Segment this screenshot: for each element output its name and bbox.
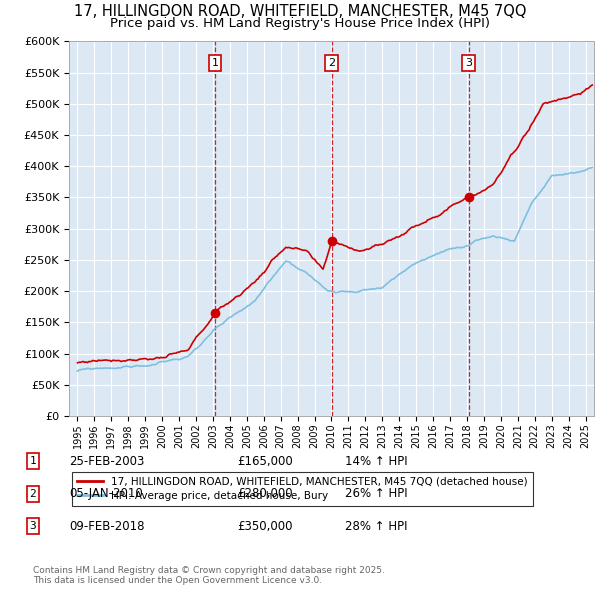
Text: 1: 1 — [29, 457, 37, 466]
Text: 09-FEB-2018: 09-FEB-2018 — [69, 520, 145, 533]
Text: 1: 1 — [211, 58, 218, 68]
Text: Price paid vs. HM Land Registry's House Price Index (HPI): Price paid vs. HM Land Registry's House … — [110, 17, 490, 30]
Text: 3: 3 — [465, 58, 472, 68]
Text: Contains HM Land Registry data © Crown copyright and database right 2025.
This d: Contains HM Land Registry data © Crown c… — [33, 566, 385, 585]
Text: 28% ↑ HPI: 28% ↑ HPI — [345, 520, 407, 533]
Text: 05-JAN-2010: 05-JAN-2010 — [69, 487, 143, 500]
Text: 26% ↑ HPI: 26% ↑ HPI — [345, 487, 407, 500]
Legend: 17, HILLINGDON ROAD, WHITEFIELD, MANCHESTER, M45 7QQ (detached house), HPI: Aver: 17, HILLINGDON ROAD, WHITEFIELD, MANCHES… — [71, 472, 533, 506]
Text: 25-FEB-2003: 25-FEB-2003 — [69, 455, 145, 468]
Text: £350,000: £350,000 — [237, 520, 293, 533]
Text: 14% ↑ HPI: 14% ↑ HPI — [345, 455, 407, 468]
Text: 2: 2 — [29, 489, 37, 499]
Text: 2: 2 — [328, 58, 335, 68]
Text: 17, HILLINGDON ROAD, WHITEFIELD, MANCHESTER, M45 7QQ: 17, HILLINGDON ROAD, WHITEFIELD, MANCHES… — [74, 4, 526, 19]
Text: £165,000: £165,000 — [237, 455, 293, 468]
Text: 3: 3 — [29, 522, 37, 531]
Text: £280,000: £280,000 — [237, 487, 293, 500]
